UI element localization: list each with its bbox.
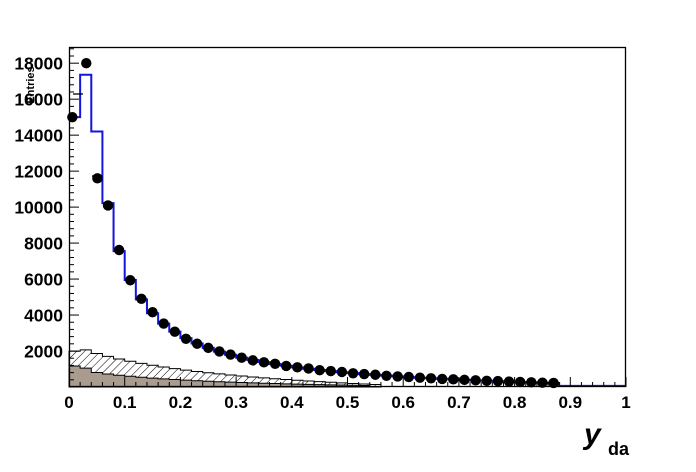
svg-text:0.4: 0.4 (280, 393, 304, 412)
svg-text:0.3: 0.3 (224, 393, 248, 412)
svg-text:0.5: 0.5 (336, 393, 360, 412)
svg-text:14000: 14000 (14, 126, 63, 146)
svg-text:0.8: 0.8 (503, 393, 527, 412)
svg-text:1: 1 (621, 393, 630, 412)
svg-text:6000: 6000 (24, 270, 63, 290)
svg-text:0: 0 (64, 393, 73, 412)
svg-text:16000: 16000 (14, 90, 63, 110)
svg-text:2000: 2000 (24, 342, 63, 362)
svg-text:8000: 8000 (24, 234, 63, 254)
svg-text:da: da (608, 439, 630, 459)
svg-text:0.9: 0.9 (558, 393, 582, 412)
svg-text:10000: 10000 (14, 198, 63, 218)
svg-text:12000: 12000 (14, 162, 63, 182)
svg-text:4000: 4000 (24, 306, 63, 326)
svg-text:0.6: 0.6 (391, 393, 415, 412)
svg-text:0.1: 0.1 (113, 393, 137, 412)
svg-text:Entries: Entries (25, 66, 37, 103)
svg-text:0.2: 0.2 (169, 393, 193, 412)
svg-text:y: y (582, 418, 602, 451)
svg-text:0.7: 0.7 (447, 393, 471, 412)
svg-text:18000: 18000 (14, 54, 63, 74)
